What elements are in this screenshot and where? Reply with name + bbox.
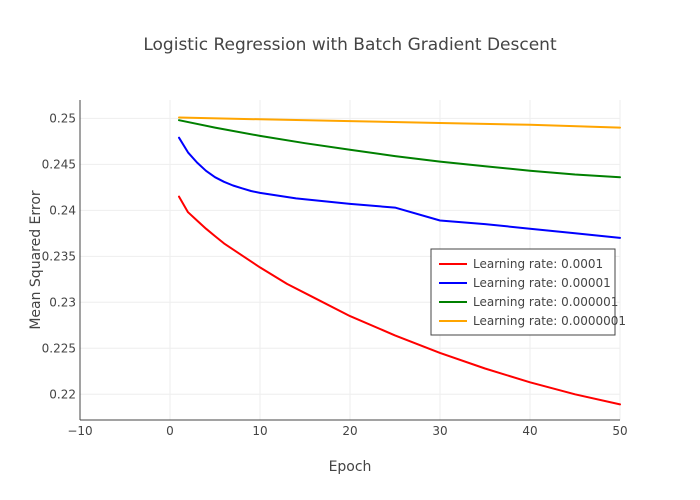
y-tick-label: 0.225 [42, 341, 76, 355]
x-tick-label: 0 [166, 424, 174, 438]
legend-label: Learning rate: 0.000001 [473, 295, 618, 309]
series-lines [178, 116, 621, 406]
legend-label: Learning rate: 0.0000001 [473, 314, 626, 328]
y-tick-label: 0.25 [49, 111, 76, 125]
series-line-4 [178, 116, 621, 129]
x-tick-label: 30 [432, 424, 447, 438]
x-tick-label: 50 [612, 424, 627, 438]
x-tick-label: −10 [67, 424, 92, 438]
y-tick-label: 0.24 [49, 203, 76, 217]
x-tick-label: 20 [342, 424, 357, 438]
y-axis-title: Mean Squared Error [28, 190, 44, 330]
series-line-2 [178, 136, 621, 239]
y-tick-label: 0.22 [49, 387, 76, 401]
series-line-1 [178, 195, 621, 406]
y-tick-label: 0.23 [49, 295, 76, 309]
x-tick-label: 10 [252, 424, 267, 438]
chart-title: Logistic Regression with Batch Gradient … [143, 35, 557, 55]
legend: Learning rate: 0.0001 Learning rate: 0.00… [430, 248, 626, 336]
series-line-3 [178, 119, 621, 179]
x-axis-title: Epoch [329, 459, 372, 475]
y-tick-label: 0.235 [42, 249, 76, 263]
x-tick-label: 40 [522, 424, 537, 438]
x-tick-labels: −10 0 10 20 30 40 50 [67, 424, 627, 438]
y-tick-labels: 0.22 0.225 0.23 0.235 0.24 0.245 0.25 [42, 111, 76, 401]
y-tick-label: 0.245 [42, 157, 76, 171]
legend-label: Learning rate: 0.00001 [473, 276, 611, 290]
legend-label: Learning rate: 0.0001 [473, 257, 603, 271]
